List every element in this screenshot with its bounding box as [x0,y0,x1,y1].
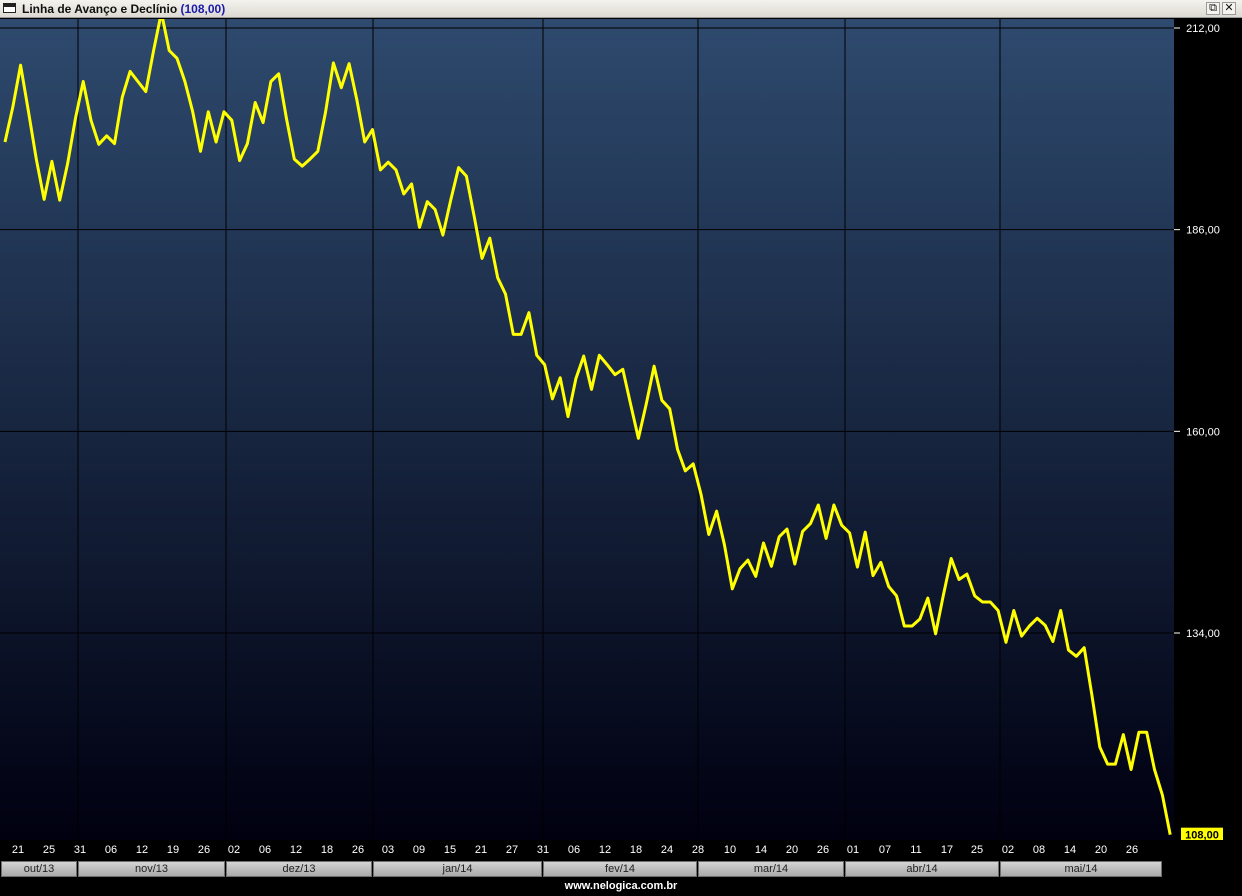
y-axis: 212,00 186,00 160,00 134,00 108,00 [1174,23,1223,840]
date-tick-label: 18 [629,844,643,856]
close-window-button[interactable]: ✕ [1222,2,1236,15]
date-tick-label: 21 [11,844,25,856]
date-tick-label: 26 [816,844,830,856]
month-label: nov/13 [78,861,225,877]
restore-window-button[interactable]: ⧉ [1206,2,1220,15]
date-tick-label: 31 [73,844,87,856]
date-tick-label: 26 [351,844,365,856]
date-tick-label: 14 [1063,844,1077,856]
date-tick-label: 15 [443,844,457,856]
grid-layer [0,19,1174,840]
restore-window-icon: ⧉ [1209,2,1217,14]
y-axis-background [1174,19,1242,840]
window-icon [3,3,16,13]
month-label: mai/14 [1000,861,1162,877]
y-tick-label: 160,00 [1186,426,1220,438]
month-label: mar/14 [698,861,844,877]
y-tick-label: 134,00 [1186,628,1220,640]
date-tick-label: 06 [258,844,272,856]
last-value-badge-bg [1181,827,1223,840]
date-tick-label: 26 [197,844,211,856]
month-label: fev/14 [543,861,697,877]
date-tick-label: 10 [723,844,737,856]
advance-decline-line [3,19,1172,835]
date-tick-label: 12 [135,844,149,856]
date-tick-label: 12 [289,844,303,856]
month-label: dez/13 [226,861,372,877]
date-tick-label: 24 [660,844,674,856]
month-label: out/13 [1,861,77,877]
date-tick-label: 06 [567,844,581,856]
month-axis: out/13 nov/13 dez/13 jan/14 fev/14 mar/14 abr/… [0,860,1242,878]
date-tick-label: 20 [785,844,799,856]
date-tick-label: 17 [940,844,954,856]
date-tick-label: 07 [878,844,892,856]
date-tick-label: 08 [1032,844,1046,856]
date-tick-label: 02 [227,844,241,856]
date-axis: 21 25 31 06 12 19 26 02 06 12 18 26 03 09 15 21 27 31 06 12… [0,840,1242,860]
date-tick-label: 25 [970,844,984,856]
window-title-value: (108,00) [180,2,226,16]
last-value-label: 108,00 [1185,830,1219,840]
date-tick-label: 09 [412,844,426,856]
close-icon: ✕ [1224,2,1234,14]
y-tick-label: 186,00 [1186,225,1220,237]
line-layer [3,19,1172,835]
date-tick-label: 25 [42,844,56,856]
window-title-text: Linha de Avanço e Declínio [22,2,178,16]
date-tick-label: 02 [1001,844,1015,856]
date-tick-label: 21 [474,844,488,856]
date-tick-label: 11 [910,844,922,856]
last-value-badge: 108,00 [1181,827,1223,840]
date-tick-label: 14 [754,844,768,856]
date-tick-label: 20 [1094,844,1108,856]
chart-plot-area[interactable]: 212,00 186,00 160,00 134,00 108,00 [0,19,1242,840]
date-tick-label: 06 [104,844,118,856]
date-tick-label: 31 [536,844,550,856]
footer-credit: www.nelogica.com.br [0,878,1242,896]
date-tick-label: 03 [381,844,395,856]
date-tick-label: 12 [598,844,612,856]
month-label: abr/14 [845,861,999,877]
window-title: Linha de Avanço e Declínio (108,00) [22,2,225,16]
date-tick-label: 27 [505,844,519,856]
date-tick-label: 01 [846,844,860,856]
date-tick-label: 18 [320,844,334,856]
window-titlebar: Linha de Avanço e Declínio (108,00) ⧉ ✕ [0,0,1242,18]
y-tick-label: 212,00 [1186,23,1220,35]
chart-background [0,19,1174,840]
date-tick-label: 26 [1125,844,1139,856]
date-tick-label: 28 [691,844,705,856]
month-label: jan/14 [373,861,542,877]
date-tick-label: 19 [166,844,180,856]
